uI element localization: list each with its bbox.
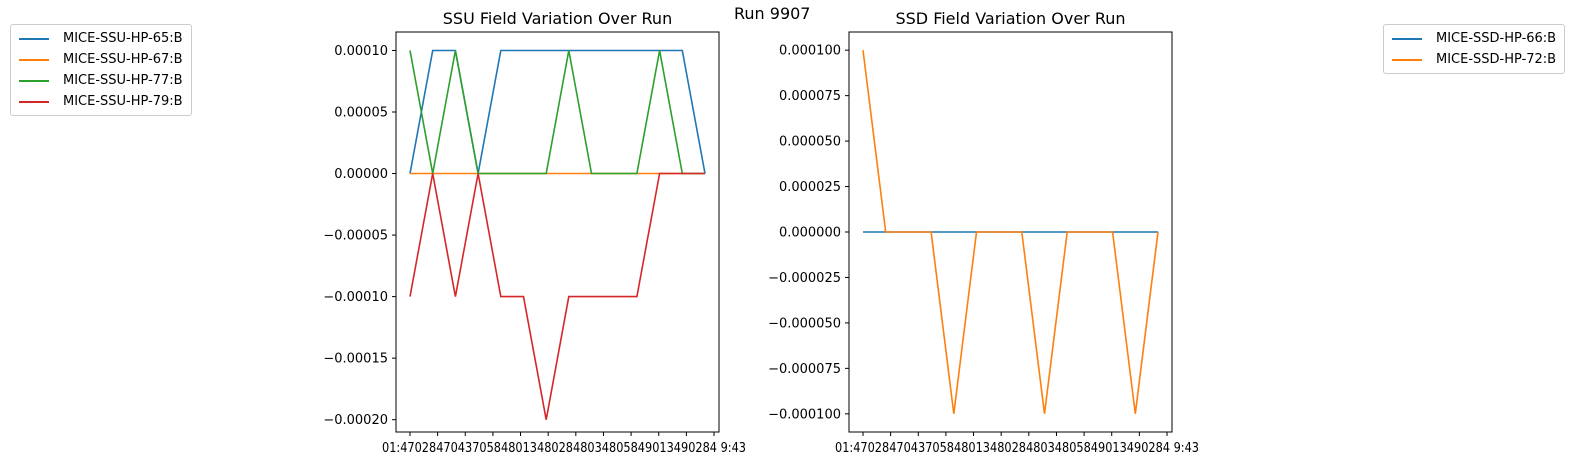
ssd-axes-frame	[848, 31, 1173, 433]
ssu-ytick-label: 0.00000	[334, 167, 388, 182]
ssu-ytick-label: 0.00005	[334, 106, 388, 121]
ssd-ytick-label: 0.000075	[779, 89, 841, 104]
ssu-legend: MICE-SSU-HP-65:B MICE-SSU-HP-67:B MICE-SSU…	[10, 24, 192, 116]
ssd-ytick-label: 0.000100	[779, 44, 841, 59]
legend-label: MICE-SSU-HP-67:B	[63, 52, 183, 67]
legend-swatch	[19, 58, 49, 61]
legend-entry: MICE-SSU-HP-65:B	[19, 28, 183, 49]
legend-entry: MICE-SSD-HP-72:B	[1392, 49, 1556, 70]
legend-swatch	[19, 100, 49, 103]
legend-label: MICE-SSD-HP-66:B	[1436, 31, 1557, 46]
ssd-ytick-label: 0.000000	[779, 226, 841, 241]
legend-label: MICE-SSU-HP-79:B	[63, 94, 183, 109]
ssd-ytick-label: −0.000100	[768, 407, 841, 422]
ssu-ytick-label: −0.00015	[323, 352, 388, 367]
legend-swatch	[19, 37, 49, 40]
legend-swatch	[1392, 37, 1422, 40]
ssd-field-plot: SSD Field Variation Over Run 0.000100 0.00…	[768, 9, 1199, 456]
legend-label: MICE-SSU-HP-77:B	[63, 73, 183, 88]
figure-title: Run 9907	[734, 4, 811, 23]
ssu-ytick-label: −0.00010	[323, 290, 388, 305]
ssu-series-line-4	[409, 172, 705, 420]
legend-swatch	[1392, 58, 1422, 61]
ssd-legend: MICE-SSD-HP-66:B MICE-SSD-HP-72:B	[1383, 24, 1566, 74]
ssd-ytick-label: 0.000025	[779, 180, 841, 195]
ssu-series-line-3	[409, 50, 705, 175]
ssu-ytick-label: 0.00010	[334, 44, 388, 59]
ssd-ytick-label: 0.000050	[779, 135, 841, 150]
ssu-xtick-labels: 01:4702847043705848013480284803480584901…	[382, 441, 746, 456]
ssu-ytick-label: −0.00020	[323, 413, 388, 428]
ssu-ytick-label: −0.00005	[323, 229, 388, 244]
legend-label: MICE-SSD-HP-72:B	[1436, 52, 1557, 67]
ssd-ytick-label: −0.000075	[768, 362, 841, 377]
ssd-ytick-label: −0.000050	[768, 316, 841, 331]
ssu-axes-frame	[395, 31, 720, 433]
legend-label: MICE-SSU-HP-65:B	[63, 31, 183, 46]
ssd-chart-title: SSD Field Variation Over Run	[895, 9, 1125, 28]
ssd-series-line-2	[862, 50, 1159, 414]
ssd-xtick-labels: 01:4702847043705848013480284803480584901…	[835, 441, 1199, 456]
legend-swatch	[19, 79, 49, 82]
legend-entry: MICE-SSU-HP-77:B	[19, 70, 183, 91]
ssu-field-plot: SSU Field Variation Over Run 0.00010 0.000…	[323, 9, 746, 456]
legend-entry: MICE-SSD-HP-66:B	[1392, 28, 1556, 49]
ssd-ytick-label: −0.000025	[768, 271, 841, 286]
legend-entry: MICE-SSU-HP-67:B	[19, 49, 183, 70]
legend-entry: MICE-SSU-HP-79:B	[19, 91, 183, 112]
ssu-chart-title: SSU Field Variation Over Run	[443, 9, 672, 28]
